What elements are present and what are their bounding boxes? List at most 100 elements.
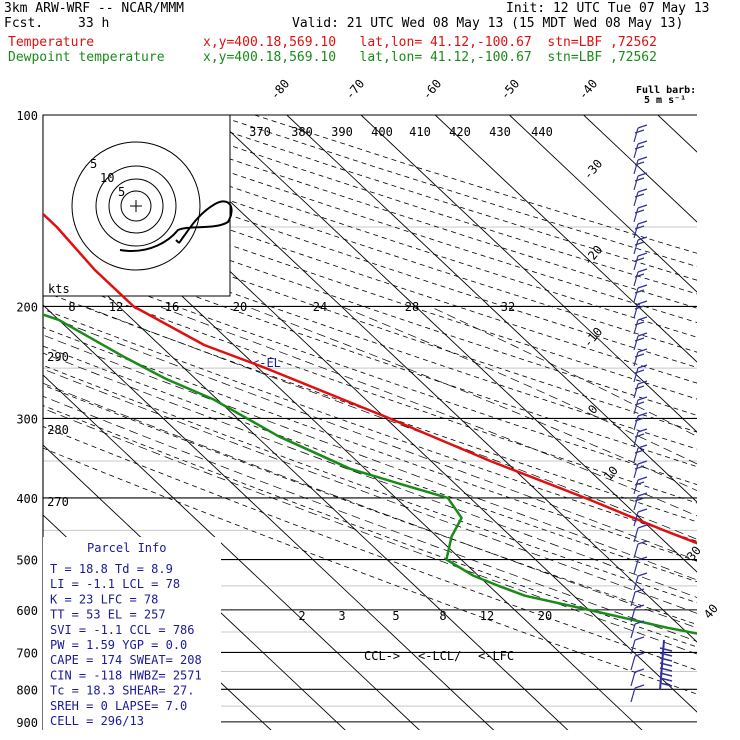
isotherm-label: -40 xyxy=(576,77,601,103)
wind-barb-flag xyxy=(637,316,648,321)
parcel-info-row: Tc = 18.3 SHEAR= 27. xyxy=(50,684,195,698)
isotherm-line xyxy=(212,115,697,573)
wind-barb-flag xyxy=(637,476,648,481)
isotherm-label: -10 xyxy=(581,325,606,351)
wind-barb xyxy=(633,396,648,415)
parcel-info-row: CIN = -118 HWBZ= 2571 xyxy=(50,668,202,682)
dry-adiabat xyxy=(215,115,697,267)
hodograph-scale-label: 32 xyxy=(501,300,515,314)
wind-barb xyxy=(630,604,645,623)
wind-barb-staff xyxy=(633,367,639,383)
theta-label: 390 xyxy=(331,125,353,139)
hodograph-scale-label: 24 xyxy=(313,300,327,314)
isotherm-line xyxy=(509,115,697,293)
dry-adiabat xyxy=(43,291,697,523)
theta-label: 380 xyxy=(291,125,313,139)
wind-barb-staff xyxy=(633,303,639,319)
wind-barb xyxy=(630,668,645,687)
wind-barb-flag xyxy=(637,188,648,193)
wind-barb xyxy=(633,524,648,543)
wind-barb-flag xyxy=(637,492,648,497)
wind-barb-low xyxy=(659,647,673,652)
mixing-ratio-label: 2 xyxy=(298,609,305,623)
moist-adiabat xyxy=(43,334,697,581)
wind-barb-flag xyxy=(634,588,645,593)
dry-adiabat xyxy=(43,447,697,695)
isotherm-line xyxy=(43,234,569,730)
isotherm-label: 10 xyxy=(601,463,621,483)
parcel-info-row: CAPE = 174 SWEAT= 208 xyxy=(50,653,202,667)
isotherm-line xyxy=(732,115,740,740)
dry-adiabat xyxy=(43,405,697,648)
theta-label: 270 xyxy=(47,495,69,509)
wind-barb-flag xyxy=(634,177,645,182)
theta-label: 440 xyxy=(531,125,553,139)
wind-barb xyxy=(630,652,645,671)
wind-barb xyxy=(633,508,648,527)
wind-barb xyxy=(633,348,648,367)
mixing-ratio-label: 8 xyxy=(439,609,446,623)
wind-barb-flag xyxy=(634,369,645,374)
wind-barb-flag xyxy=(637,156,648,161)
isotherm-label: -20 xyxy=(581,243,606,269)
wind-barb xyxy=(633,332,648,351)
dry-adiabat xyxy=(43,208,697,433)
wind-barb-staff xyxy=(633,495,639,511)
wind-barb-flag xyxy=(637,252,648,257)
wind-barb-staff xyxy=(633,399,639,415)
wind-barb-flag xyxy=(634,289,645,294)
wind-barb xyxy=(630,588,645,607)
wind-barb-staff xyxy=(630,655,636,671)
temperature-location: x,y=400.18,569.10 lat,lon= 41.12,-100.67… xyxy=(203,35,657,50)
wind-barb xyxy=(633,252,648,271)
wind-barb-flag xyxy=(634,257,645,262)
wind-barb-flag xyxy=(634,161,645,166)
wind-barb-staff xyxy=(633,527,639,543)
parcel-info-row: TT = 53 EL = 257 xyxy=(50,608,166,622)
wind-barb-flag xyxy=(637,396,648,401)
parcel-info-row: CELL = 296/13 xyxy=(50,714,144,728)
wind-barb-flag xyxy=(634,620,645,625)
dewpoint-trace xyxy=(43,313,697,635)
hodograph-ring xyxy=(95,165,177,247)
wind-barb-flag xyxy=(637,412,648,417)
hodograph-ring-label: 5 xyxy=(90,157,97,171)
wind-barb-flag xyxy=(637,508,648,513)
wind-barb-flag xyxy=(634,305,645,310)
isotherm-line xyxy=(583,115,697,223)
wind-barb xyxy=(633,572,648,591)
wind-barb xyxy=(633,540,648,559)
wind-barb-flag xyxy=(637,364,648,369)
wind-barb-flag xyxy=(634,145,645,150)
barb-note: Full barb: xyxy=(636,85,697,96)
wind-barb-flag xyxy=(634,497,645,502)
wind-barb-staff xyxy=(633,175,639,191)
moist-adiabat xyxy=(43,314,697,561)
wind-barb-flag xyxy=(634,353,645,358)
wind-barb xyxy=(633,300,648,319)
wind-barb xyxy=(630,636,645,655)
theta-label: 290 xyxy=(47,350,69,364)
wind-barb-staff xyxy=(633,319,639,335)
wind-barb-staff xyxy=(633,575,639,591)
wind-barb-staff xyxy=(633,239,639,255)
hodograph-scale-label: 12 xyxy=(109,300,123,314)
wind-barb xyxy=(633,172,648,191)
mixing-ratio-label: 5 xyxy=(392,609,399,623)
ccl-annotation: CCL-> xyxy=(364,649,400,663)
pressure-tick-label: 400 xyxy=(16,492,38,506)
hodograph-ring xyxy=(120,190,152,222)
moist-adiabat xyxy=(158,306,697,517)
wind-barb-staff xyxy=(630,687,636,703)
mixing-ratio-label: 12 xyxy=(480,609,494,623)
moist-adiabat xyxy=(43,352,697,598)
wind-barb xyxy=(633,316,648,335)
parcel-info-row: SREH = 0 LAPSE= 7.0 xyxy=(50,699,187,713)
wind-barb xyxy=(630,684,645,703)
dry-adiabat xyxy=(43,224,697,450)
wind-barb-staff xyxy=(633,415,639,431)
parcel-info-row: LI = -1.1 LCL = 78 xyxy=(50,577,180,591)
wind-barb-flag xyxy=(634,241,645,246)
wind-barb xyxy=(633,492,648,511)
pressure-tick-label: 300 xyxy=(16,412,38,426)
